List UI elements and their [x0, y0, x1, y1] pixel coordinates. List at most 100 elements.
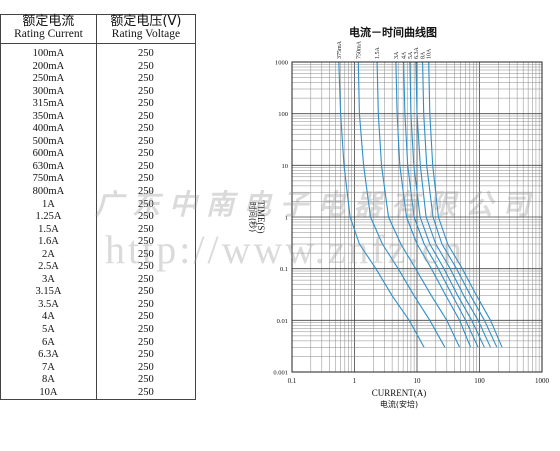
series-label: 6.3A — [414, 47, 420, 60]
company-watermark: 广东中南电子电器有限公司 — [95, 188, 540, 221]
current-cell: 1.25A — [0, 211, 97, 224]
series-label: 5A — [408, 51, 414, 59]
series-label: 375mA — [337, 40, 343, 59]
table-row: 3A 250 — [0, 273, 197, 287]
current-cell: 500mA — [0, 135, 97, 149]
chart-title: 电流－时间曲线图 — [349, 25, 437, 39]
current-cell: 250mA — [0, 73, 97, 86]
current-cell: 1.5A — [0, 223, 97, 237]
table-row: 4A 250 — [0, 311, 197, 325]
table-row: 1A 250 — [0, 198, 197, 212]
y-tick-label: 10 — [282, 163, 289, 170]
table-row: 600mA 250 — [0, 148, 197, 161]
voltage-cell: 250 — [95, 298, 197, 312]
x-axis-label-cn: 电流(安培) — [380, 399, 418, 409]
voltage-cell: 250 — [95, 110, 197, 124]
series-line — [357, 61, 446, 348]
current-cell: 8A — [0, 374, 97, 387]
voltage-cell: 250 — [95, 173, 197, 187]
table-row: 1.25A 250 — [0, 211, 197, 224]
current-cell: 6A — [0, 336, 97, 350]
series-label: 750mA — [356, 40, 362, 59]
table-row: 7A 250 — [0, 361, 197, 375]
current-cell: 1.6A — [0, 236, 97, 249]
table-header-row: 额定电流 Rating Current 额定电压(V) Rating Volta… — [0, 14, 197, 44]
voltage-cell: 250 — [95, 236, 197, 249]
series-labels: 375mA 750mA 1.5A 3A 4A 5A 6.3A 8A 10A — [337, 40, 433, 59]
y-tick-label: 100 — [278, 111, 288, 118]
voltage-cell: 250 — [95, 98, 197, 111]
y-tick-label: 0.001 — [273, 370, 288, 377]
current-cell: 400mA — [0, 123, 97, 136]
voltage-cell: 250 — [95, 211, 197, 224]
current-cell: 3A — [0, 273, 97, 287]
voltage-cell: 250 — [95, 261, 197, 274]
voltage-cell: 250 — [95, 223, 197, 237]
series-line — [395, 61, 472, 348]
series-line — [415, 61, 491, 348]
rating-table-body: 100mA 250 200mA 250 250mA 250 300mA 250 315mA 250… — [0, 43, 197, 401]
series-line — [403, 61, 479, 348]
rating-voltage-header-en: Rating Voltage — [111, 28, 181, 40]
current-cell: 800mA — [0, 186, 97, 199]
voltage-cell: 250 — [95, 73, 197, 86]
rating-current-header: 额定电流 Rating Current — [0, 14, 97, 44]
rating-table-panel: 额定电流 Rating Current 额定电压(V) Rating Volta… — [0, 14, 200, 401]
x-tick-label: 0.1 — [288, 377, 297, 385]
series-line — [428, 61, 503, 348]
current-cell: 2.5A — [0, 261, 97, 274]
voltage-cell: 250 — [95, 148, 197, 161]
series-label: 10A — [427, 48, 433, 59]
current-cell: 315mA — [0, 98, 97, 111]
current-time-chart: 电流－时间曲线图 0.1 1 10 100 100010001001010.10.010… — [248, 25, 550, 409]
table-row: 350mA 250 — [0, 110, 197, 124]
table-row: 800mA 250 — [0, 186, 197, 199]
series-line — [422, 61, 498, 348]
voltage-cell: 250 — [95, 85, 197, 99]
voltage-cell: 250 — [95, 186, 197, 199]
y-axis-label-cn: 时间(秒) — [248, 202, 258, 232]
current-cell: 10A — [0, 386, 97, 401]
table-row: 250mA 250 — [0, 73, 197, 86]
series-line — [376, 61, 461, 348]
rating-table: 额定电流 Rating Current 额定电压(V) Rating Volta… — [0, 14, 197, 401]
table-row: 8A 250 — [0, 374, 197, 387]
voltage-cell: 250 — [95, 135, 197, 149]
rating-current-header-cn: 额定电流 — [22, 14, 75, 29]
voltage-cell: 250 — [95, 43, 197, 61]
plot-frame — [291, 61, 543, 373]
table-row: 6.3A 250 — [0, 349, 197, 362]
voltage-cell: 250 — [95, 374, 197, 387]
voltage-cell: 250 — [95, 198, 197, 212]
voltage-cell: 250 — [95, 286, 197, 299]
current-cell: 600mA — [0, 148, 97, 161]
current-cell: 3.15A — [0, 286, 97, 299]
table-row: 1.5A 250 — [0, 223, 197, 237]
table-row: 500mA 250 — [0, 135, 197, 149]
current-cell: 4A — [0, 311, 97, 325]
table-row: 3.15A 250 — [0, 286, 197, 299]
series-label: 4A — [402, 51, 408, 59]
current-cell: 6.3A — [0, 349, 97, 362]
voltage-cell: 250 — [95, 324, 197, 337]
x-tick-label: 1000 — [535, 377, 550, 385]
table-row: 6A 250 — [0, 336, 197, 350]
chart-curves — [338, 61, 503, 348]
table-row: 300mA 250 — [0, 85, 197, 99]
table-row: 750mA 250 — [0, 173, 197, 187]
voltage-cell: 250 — [95, 273, 197, 287]
table-row: 1.6A 250 — [0, 236, 197, 249]
table-row: 2A 250 — [0, 248, 197, 262]
table-row: 2.5A 250 — [0, 261, 197, 274]
x-tick-label: 1 — [353, 377, 357, 385]
current-cell: 750mA — [0, 173, 97, 187]
current-cell: 300mA — [0, 85, 97, 99]
voltage-cell: 250 — [95, 361, 197, 375]
url-watermark: http://www.znfz.cn — [105, 227, 466, 272]
table-row: 630mA 250 — [0, 160, 197, 174]
table-row: 10A 250 — [0, 386, 197, 401]
voltage-cell: 250 — [95, 248, 197, 262]
y-tick-label: 1 — [285, 215, 288, 222]
current-cell: 7A — [0, 361, 97, 375]
series-label: 1.5A — [375, 47, 381, 60]
